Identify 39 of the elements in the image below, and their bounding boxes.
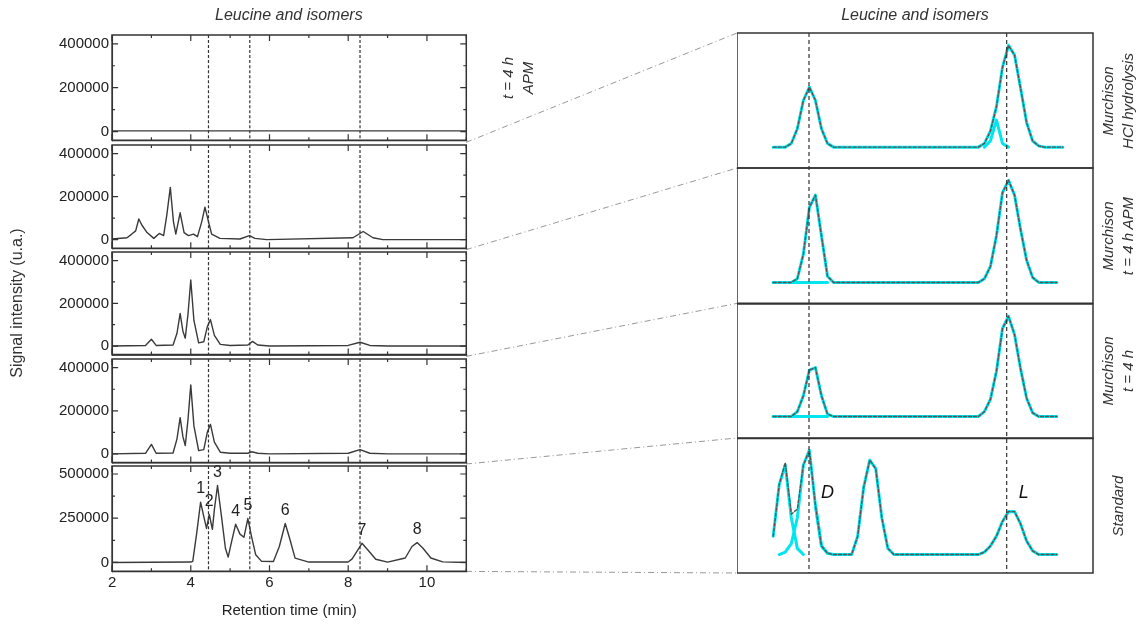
y-tick-label: 400000 (58, 357, 109, 375)
y-tick-label: 0 (100, 552, 109, 570)
x-tick-label: 2 (107, 573, 116, 591)
x-axis-title: Retention time (min) (221, 600, 357, 618)
text: Murchison t = 4 h (1098, 336, 1137, 406)
y-tick-label: 0 (100, 122, 109, 140)
y-tick-label: 400000 (58, 143, 109, 161)
y-tick-label: 400000 (58, 250, 109, 268)
y-tick-label: 0 (100, 229, 109, 247)
chart-title: Leucine and isomers (214, 6, 364, 24)
text: Murchison t = 4 h APM (1098, 196, 1137, 276)
annotation: 3 (212, 462, 222, 481)
annotation: L (1018, 481, 1029, 503)
annotation: 1 (195, 478, 205, 497)
annotation: 5 (243, 495, 253, 514)
text: t = 4 h APM (498, 57, 537, 100)
y-tick-label: 200000 (58, 293, 109, 311)
y-tick-label: 0 (100, 336, 109, 354)
chart-title: Leucine and isomers (840, 6, 990, 24)
y-tick-label: 200000 (58, 78, 109, 96)
text: Murchison HCl hydrolysis (1098, 52, 1137, 149)
x-tick-label: 4 (186, 573, 195, 591)
annotation: D (821, 481, 835, 503)
y-tick-label: 200000 (58, 400, 109, 418)
annotation: 4 (230, 500, 240, 519)
x-tick-label: 10 (418, 573, 435, 591)
x-tick-label: 8 (343, 573, 353, 591)
text: Standard (1108, 475, 1127, 537)
y-tick-label: 500000 (58, 464, 109, 482)
annotation: 6 (280, 500, 290, 519)
x-tick-label: 6 (265, 573, 274, 591)
annotation: 8 (412, 519, 422, 538)
y-tick-label: 200000 (58, 186, 109, 204)
annotation: 2 (204, 491, 214, 510)
y-axis-title: Signal intensity (u.a.) (8, 226, 26, 380)
annotation: 7 (357, 519, 367, 539)
y-tick-label: 400000 (58, 34, 109, 52)
y-tick-label: 0 (100, 443, 109, 461)
y-tick-label: 250000 (58, 508, 109, 526)
